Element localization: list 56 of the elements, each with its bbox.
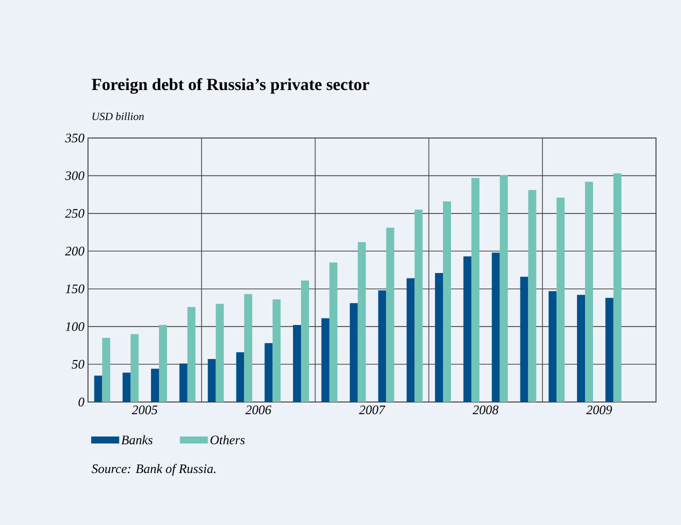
bar — [208, 358, 216, 402]
bar — [463, 256, 472, 402]
bar — [577, 294, 586, 402]
bar — [556, 198, 565, 402]
bar — [406, 278, 415, 402]
bar — [435, 273, 444, 402]
legend-label: Banks — [121, 435, 152, 444]
y-tick-label: 200 — [65, 246, 84, 256]
bar — [321, 318, 330, 402]
y-tick-label: 350 — [65, 134, 84, 142]
x-tick-label: 2008 — [472, 406, 498, 414]
bar — [520, 276, 528, 402]
bar — [528, 190, 536, 402]
bar — [471, 178, 480, 402]
bar — [378, 290, 386, 402]
y-axis-title: USD billion — [92, 112, 144, 120]
bar — [293, 325, 302, 402]
source-note: Source: Bank of Russia. — [92, 464, 216, 476]
bar — [236, 352, 244, 402]
bar — [179, 364, 188, 402]
bar — [187, 306, 196, 402]
bar — [605, 298, 614, 402]
bar — [585, 182, 594, 402]
bar — [102, 338, 110, 402]
bar — [216, 304, 224, 402]
bar — [386, 228, 394, 402]
bar — [329, 262, 338, 402]
bar — [492, 252, 500, 402]
bar — [264, 343, 273, 402]
bar — [350, 303, 358, 402]
bar — [151, 368, 160, 402]
x-tick-label: 2005 — [132, 406, 158, 414]
bar — [301, 280, 310, 402]
bar — [443, 201, 452, 402]
bar — [358, 242, 366, 402]
x-tick-label: 2009 — [586, 406, 612, 414]
chart-title: Foreign debt of Russia’s private sector — [92, 78, 370, 94]
bar — [548, 291, 557, 402]
bar — [159, 325, 168, 402]
y-tick-label: 100 — [66, 322, 84, 331]
bar — [94, 376, 102, 402]
y-tick-label: 50 — [72, 360, 84, 369]
bar — [244, 294, 252, 402]
bar — [613, 173, 622, 402]
bar — [414, 210, 423, 402]
y-tick-label: 300 — [65, 171, 84, 180]
y-tick-label: 150 — [66, 284, 84, 294]
bar — [500, 174, 508, 402]
bar — [122, 372, 131, 402]
bar — [130, 334, 139, 402]
y-tick-label: 0 — [78, 398, 84, 406]
x-tick-label: 2007 — [359, 406, 386, 414]
legend-label: Others — [210, 435, 245, 444]
bar — [272, 299, 281, 402]
x-tick-label: 2006 — [245, 406, 272, 414]
y-tick-label: 250 — [65, 209, 84, 218]
